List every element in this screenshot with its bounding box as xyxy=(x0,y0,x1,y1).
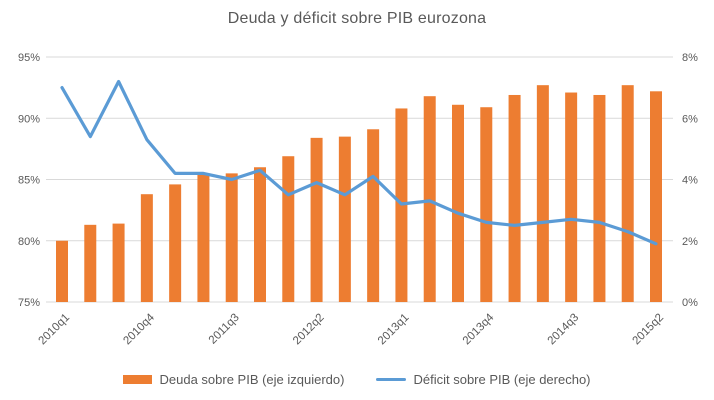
x-axis-label-2015q2: 2015q2 xyxy=(631,312,667,348)
bar-2011q2 xyxy=(197,173,210,302)
legend-label-deficit: Déficit sobre PIB (eje derecho) xyxy=(413,372,591,387)
deficit-line xyxy=(60,79,658,246)
right-axis-tick: 6% xyxy=(682,113,698,125)
bar-2014q2 xyxy=(536,85,549,302)
x-axis: 2010q1 2010q4 2011q3 2012q2 2013q1 2013q4 2014… xyxy=(37,311,667,347)
left-axis-tick: 80% xyxy=(18,236,40,248)
chart-title: Deuda y déficit sobre PIB eurozona xyxy=(227,10,487,27)
legend-item-debt: Deuda sobre PIB (eje izquierdo) xyxy=(123,372,344,387)
deficit-series-swatch xyxy=(376,378,407,381)
right-axis: 8% 6% 4% 2% 0% xyxy=(682,52,698,309)
gridlines xyxy=(46,56,673,303)
bar-2010q3 xyxy=(112,223,125,302)
x-axis-label-2010q1: 2010q1 xyxy=(37,312,73,348)
bar-2010q2 xyxy=(84,224,97,302)
legend-item-deficit: Déficit sobre PIB (eje derecho) xyxy=(376,372,591,387)
x-axis-label-2013q4: 2013q4 xyxy=(461,311,497,347)
bar-2014q3 xyxy=(565,92,578,303)
bar-2012q1 xyxy=(282,156,295,302)
left-axis-tick: 75% xyxy=(18,297,40,309)
left-axis-tick: 85% xyxy=(18,175,40,187)
debt-bar-series xyxy=(56,85,662,303)
bar-2011q4 xyxy=(254,167,266,302)
x-axis-label-2011q3: 2011q3 xyxy=(207,312,242,347)
left-axis-tick: 95% xyxy=(18,52,40,64)
x-axis-label-2014q3: 2014q3 xyxy=(546,312,582,348)
x-axis-label-2013q1: 2013q1 xyxy=(376,312,412,348)
left-axis: 95% 90% 85% 80% 75% xyxy=(18,52,40,309)
legend-label-debt: Deuda sobre PIB (eje izquierdo) xyxy=(159,372,345,387)
bar-2013q3 xyxy=(452,104,464,303)
bar-2014q4 xyxy=(593,94,606,302)
bar-2015q2 xyxy=(650,91,662,302)
right-axis-tick: 8% xyxy=(682,52,698,64)
bar-2011q3 xyxy=(225,173,238,302)
bar-2015q1 xyxy=(621,85,634,302)
bar-2010q1 xyxy=(56,240,68,302)
bar-2013q2 xyxy=(423,96,436,302)
right-axis-tick: 0% xyxy=(682,297,698,309)
left-axis-tick: 90% xyxy=(18,113,40,125)
right-axis-tick: 2% xyxy=(682,236,698,248)
x-axis-label-2012q2: 2012q2 xyxy=(291,312,327,348)
x-axis-label-2010q4: 2010q4 xyxy=(121,311,157,347)
bar-2011q1 xyxy=(169,184,182,302)
bar-2014q1 xyxy=(508,94,521,302)
bar-2010q4 xyxy=(140,194,153,302)
bar-2012q2 xyxy=(310,137,323,302)
legend: Deuda sobre PIB (eje izquierdo) Déficit … xyxy=(0,372,714,387)
right-axis-tick: 4% xyxy=(682,175,698,187)
bar-2012q4 xyxy=(367,129,380,302)
bar-2013q4 xyxy=(480,107,493,302)
bar-2012q3 xyxy=(338,136,351,302)
debt-series-swatch xyxy=(123,375,153,384)
